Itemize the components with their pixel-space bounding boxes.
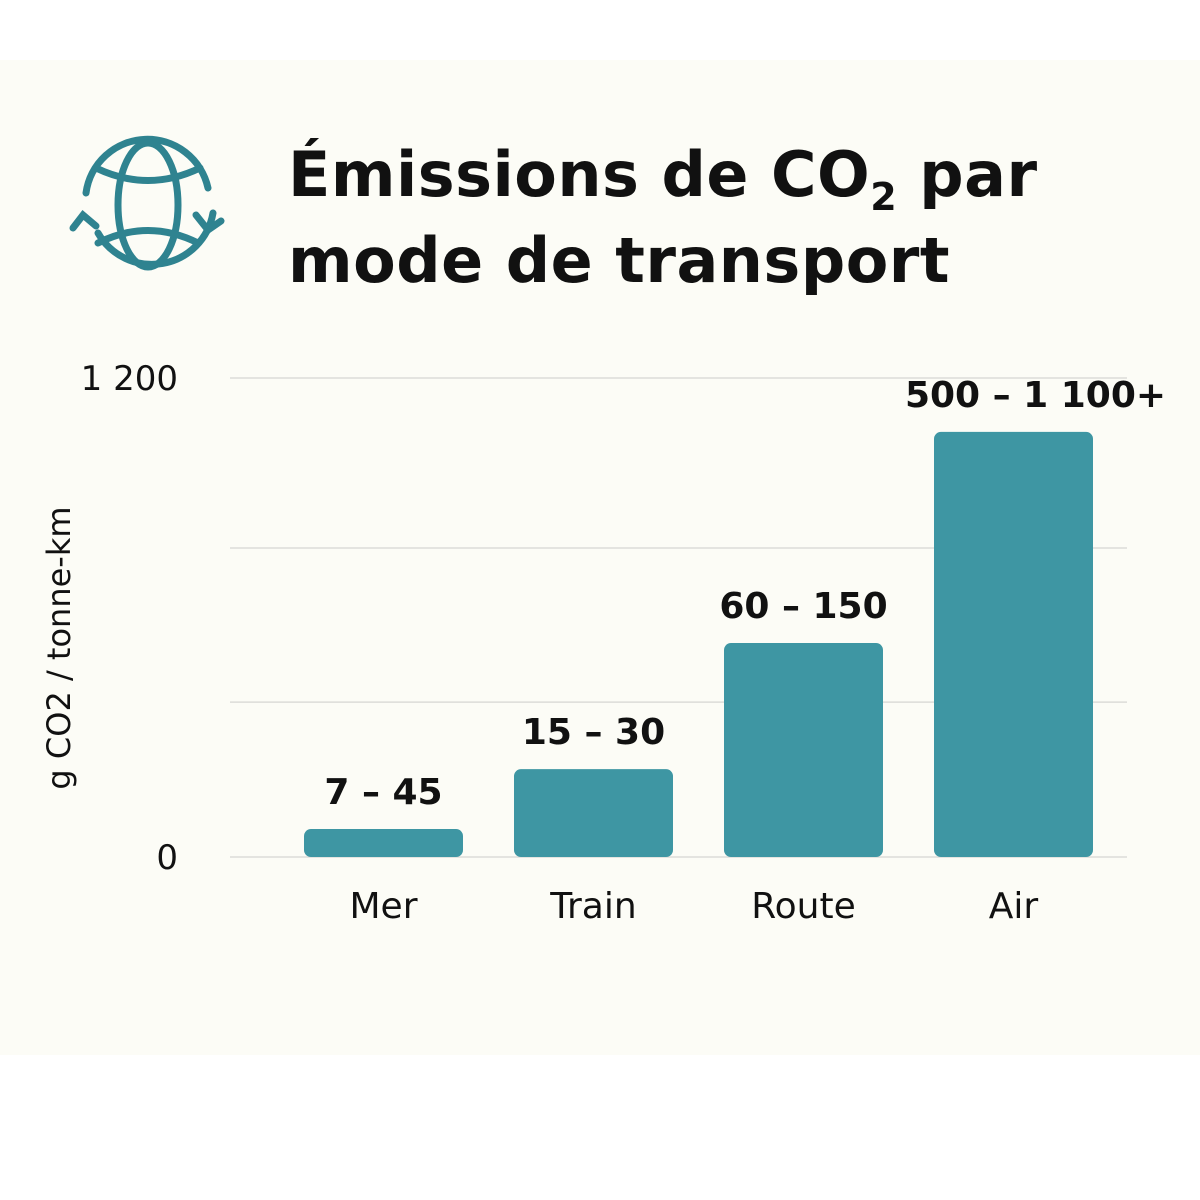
page-title: Émissions de CO2 par mode de transport (288, 132, 1038, 304)
title-line-2: mode de transport (288, 224, 951, 297)
globe-recycle-icon (69, 135, 225, 271)
title-subscript: 2 (870, 175, 898, 219)
x-tick-label: Air (989, 886, 1039, 927)
bar-route (724, 643, 883, 857)
y-tick-label: 0 (156, 838, 178, 878)
title-text: par (897, 138, 1038, 211)
x-tick-label: Train (549, 886, 636, 927)
y-axis-label: g CO2 / tonne-km (40, 506, 78, 789)
data-label: 500 – 1 100+ (905, 375, 1166, 416)
bar-mer (304, 829, 463, 857)
title-text: Émissions de CO (288, 138, 871, 211)
y-tick-label: 1 200 (81, 359, 178, 399)
data-label: 15 – 30 (522, 712, 665, 753)
data-label: 7 – 45 (324, 772, 442, 813)
bar-train (514, 769, 673, 857)
bar-air (934, 431, 1093, 857)
x-tick-label: Mer (349, 886, 417, 927)
x-tick-label: Route (751, 886, 856, 927)
data-label: 60 – 150 (719, 586, 887, 627)
